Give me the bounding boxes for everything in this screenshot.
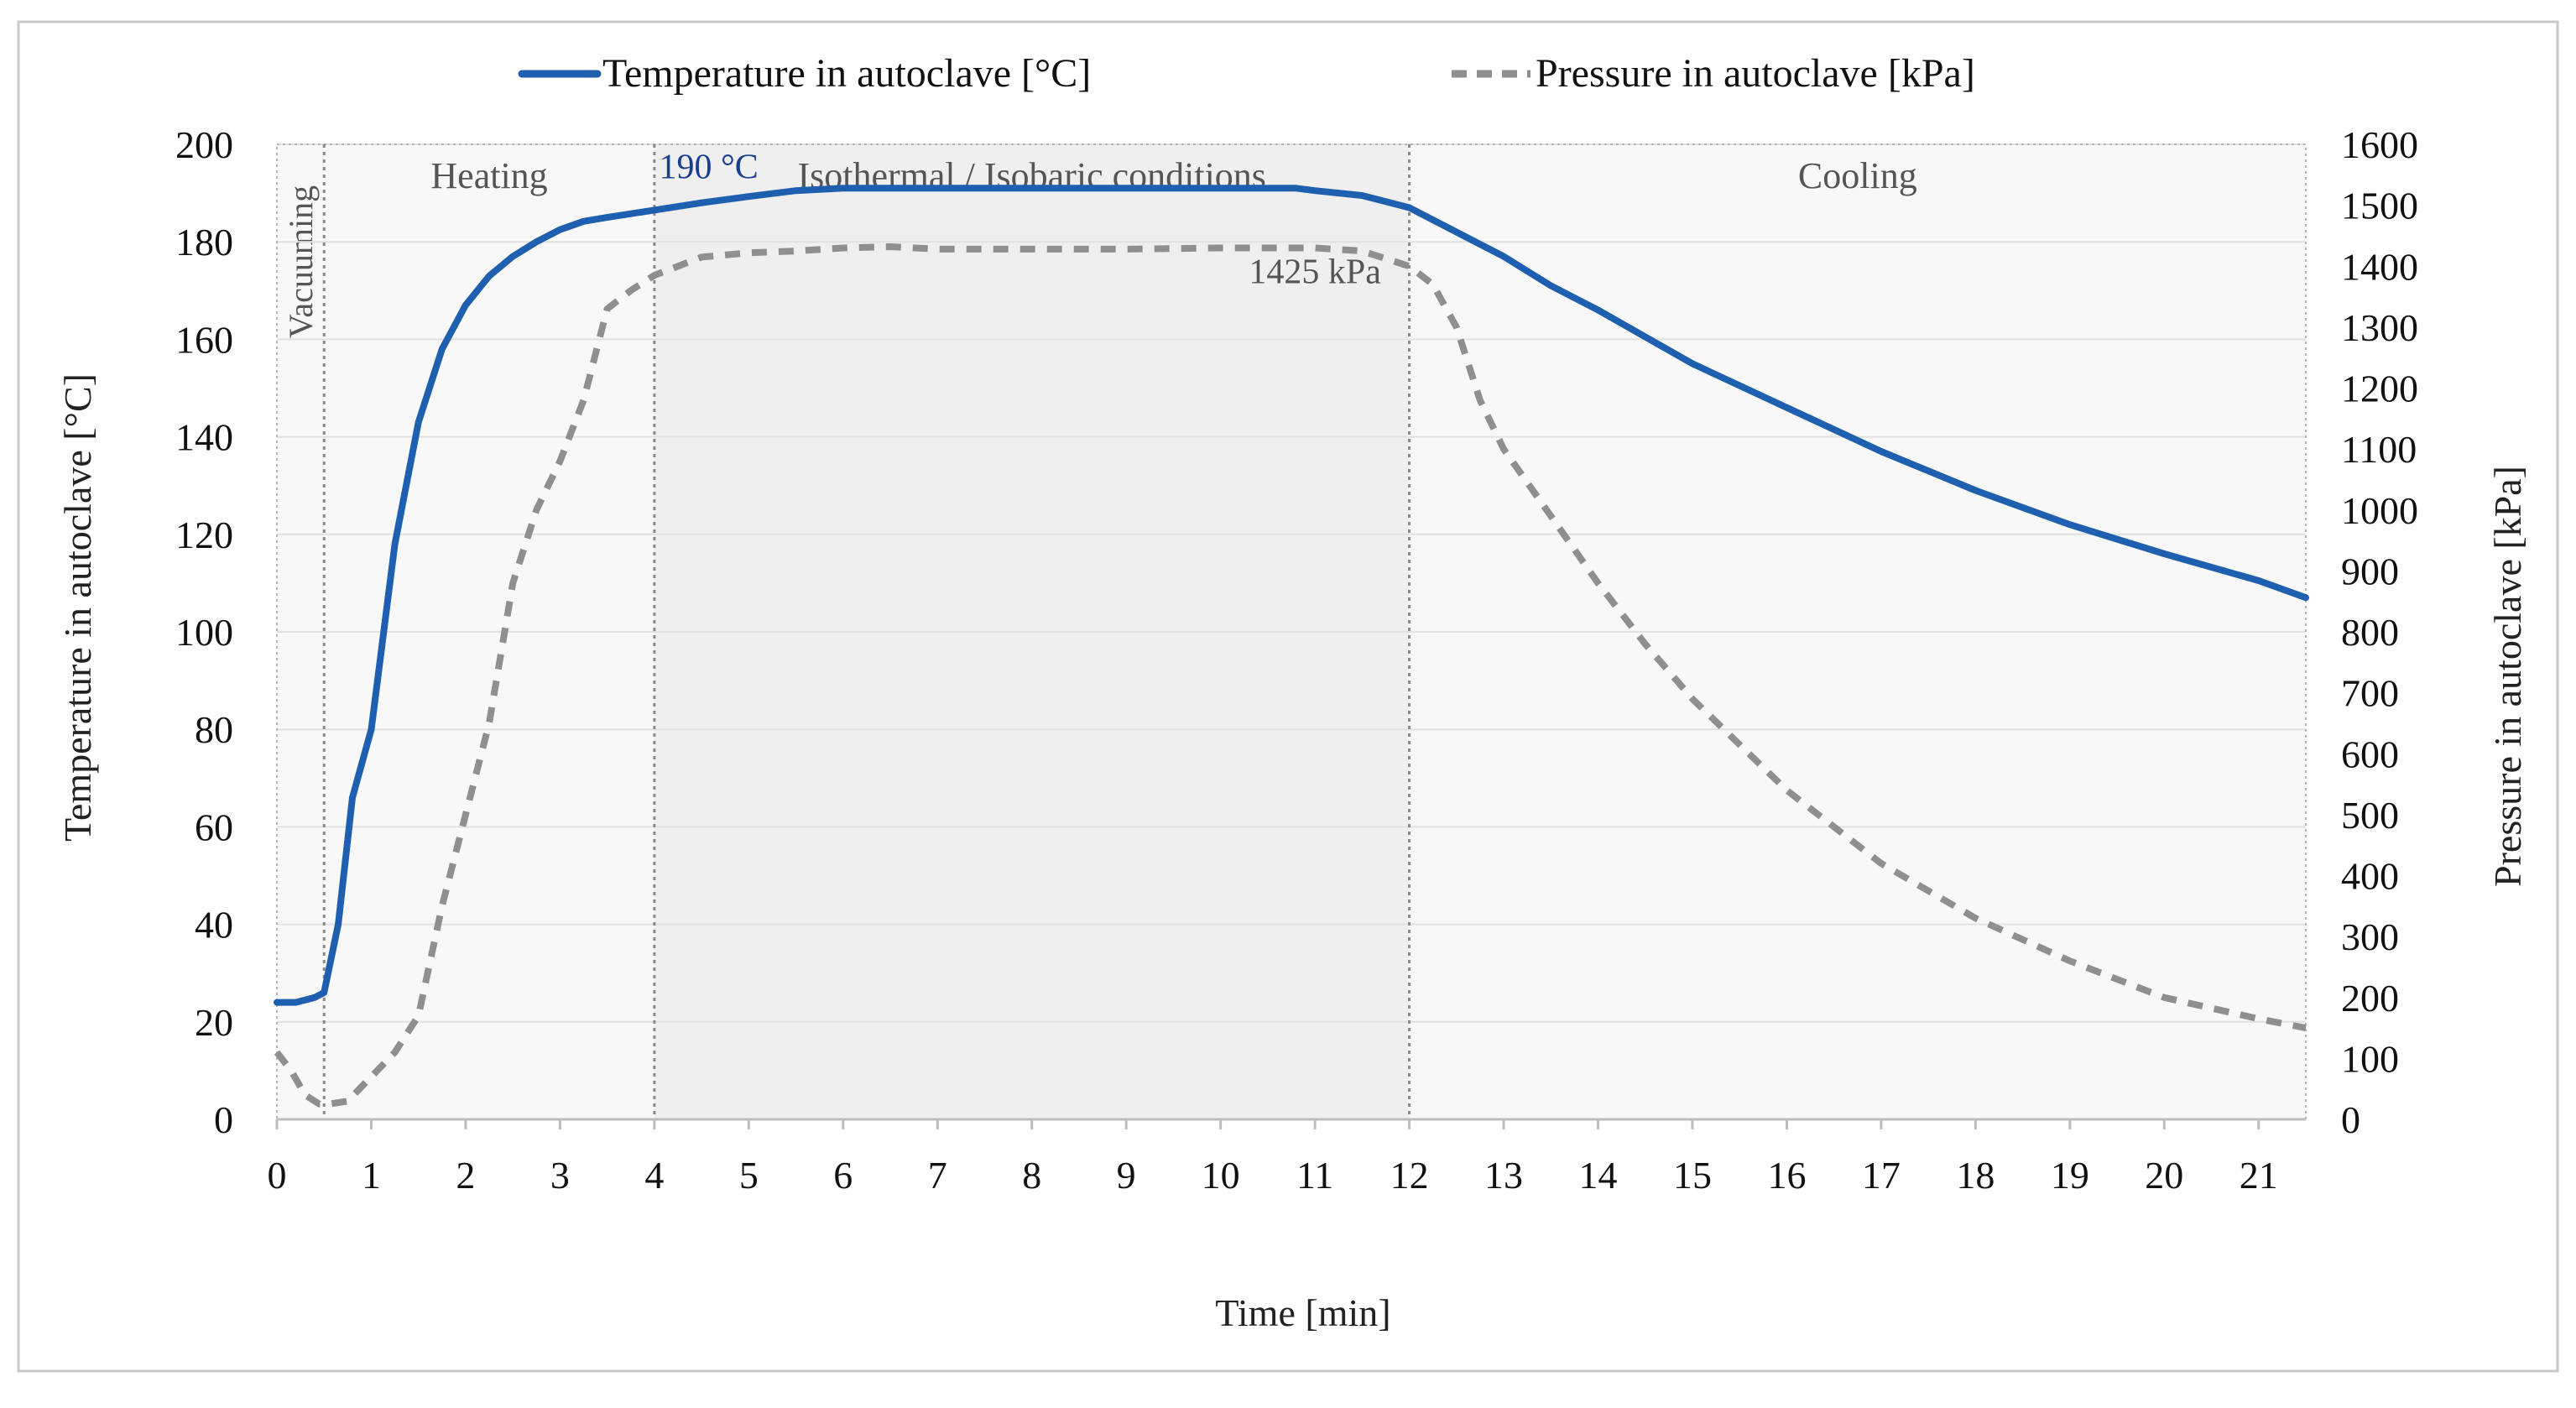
y-tick-label: 200 xyxy=(175,123,233,166)
y-tick-label: 180 xyxy=(175,221,233,263)
x-tick-label: 2 xyxy=(456,1154,475,1197)
y2-axis-label: Pressure in autoclave [kPa] xyxy=(2486,466,2529,887)
x-tick-label: 7 xyxy=(928,1154,947,1197)
x-tick-label: 17 xyxy=(1862,1154,1901,1197)
y2-tick-labels: 0 100 200 300 400 500 600 700 800 900 1000 1100 1200… xyxy=(2341,123,2418,1141)
x-tick-label: 12 xyxy=(1390,1154,1429,1197)
y2-tick-label: 500 xyxy=(2341,794,2399,837)
pressure-annotation: 1425 kPa xyxy=(1249,253,1381,292)
x-tick-label: 20 xyxy=(2145,1154,2183,1197)
annotations: 190 °C 1425 kPa xyxy=(659,149,1381,292)
temperature-series-line xyxy=(274,185,2309,1006)
y2-tick-label: 900 xyxy=(2341,550,2399,592)
phase-label: Heating xyxy=(430,155,547,196)
x-axis-label: Time [min] xyxy=(1215,1291,1390,1334)
y2-tick-label: 800 xyxy=(2341,611,2399,654)
y2-tick-label: 1600 xyxy=(2341,123,2418,166)
y2-tick-label: 300 xyxy=(2341,915,2399,958)
x-tick-label: 11 xyxy=(1296,1154,1333,1197)
x-tick-label: 8 xyxy=(1022,1154,1041,1197)
x-tick-label: 13 xyxy=(1484,1154,1523,1197)
y-tick-label: 20 xyxy=(195,1001,233,1044)
y-tick-label: 120 xyxy=(175,514,233,556)
y2-tick-label: 1500 xyxy=(2341,185,2418,227)
y-tick-label: 140 xyxy=(175,416,233,459)
legend-pressure-label: Pressure in autoclave [kPa] xyxy=(1536,51,1975,96)
x-tick-label: 14 xyxy=(1579,1154,1618,1197)
y2-tick-label: 400 xyxy=(2341,855,2399,898)
x-tick-label: 16 xyxy=(1767,1154,1806,1197)
y2-tick-label: 700 xyxy=(2341,672,2399,715)
y-tick-label: 80 xyxy=(195,708,233,751)
y-tick-label: 60 xyxy=(195,806,233,848)
x-tick-labels: 0 1 2 3 4 5 6 7 8 9 10 11 12 13 14 15 16 17 18 19 20 21 xyxy=(268,1154,2278,1197)
y2-tick-label: 0 xyxy=(2341,1098,2360,1141)
y2-tick-label: 1300 xyxy=(2341,306,2418,349)
y-tick-label: 40 xyxy=(195,904,233,946)
x-tick-label: 4 xyxy=(644,1154,664,1197)
legend-temperature-label: Temperature in autoclave [°C] xyxy=(602,51,1091,96)
legend: Temperature in autoclave [°C] Pressure in… xyxy=(518,51,1975,96)
y-tick-label: 160 xyxy=(175,318,233,361)
phase-label: Cooling xyxy=(1798,155,1917,196)
phase-label: Vacuuming xyxy=(282,185,320,338)
x-tick-label: 6 xyxy=(833,1154,853,1197)
y2-tick-label: 1100 xyxy=(2341,428,2417,471)
x-tick-label: 10 xyxy=(1202,1154,1240,1197)
x-tick-label: 15 xyxy=(1673,1154,1712,1197)
x-tick-label: 18 xyxy=(1956,1154,1995,1197)
y2-tick-label: 1400 xyxy=(2341,245,2418,288)
y-tick-label: 100 xyxy=(175,611,233,654)
x-tick-label: 1 xyxy=(362,1154,381,1197)
temperature-annotation: 190 °C xyxy=(659,149,758,187)
pressure-series-line xyxy=(274,243,2307,1108)
y-axis-label: Temperature in autoclave [°C] xyxy=(56,373,99,842)
x-tick-label: 0 xyxy=(268,1154,287,1197)
y2-tick-label: 200 xyxy=(2341,977,2399,1019)
x-tick-label: 19 xyxy=(2051,1154,2089,1197)
y2-tick-label: 1200 xyxy=(2341,368,2418,410)
y2-tick-label: 100 xyxy=(2341,1037,2399,1080)
x-tick-label: 9 xyxy=(1117,1154,1136,1197)
y2-tick-label: 1000 xyxy=(2341,489,2418,532)
y-tick-labels: 0 20 40 60 80 100 120 140 160 180 200 xyxy=(175,123,233,1141)
x-tick-label: 21 xyxy=(2240,1154,2278,1197)
y2-tick-label: 600 xyxy=(2341,733,2399,775)
x-tick-label: 5 xyxy=(739,1154,759,1197)
y-tick-label: 0 xyxy=(214,1098,233,1141)
x-tick-label: 3 xyxy=(550,1154,570,1197)
axes xyxy=(275,1118,2306,1129)
series-lines xyxy=(274,185,2309,1108)
